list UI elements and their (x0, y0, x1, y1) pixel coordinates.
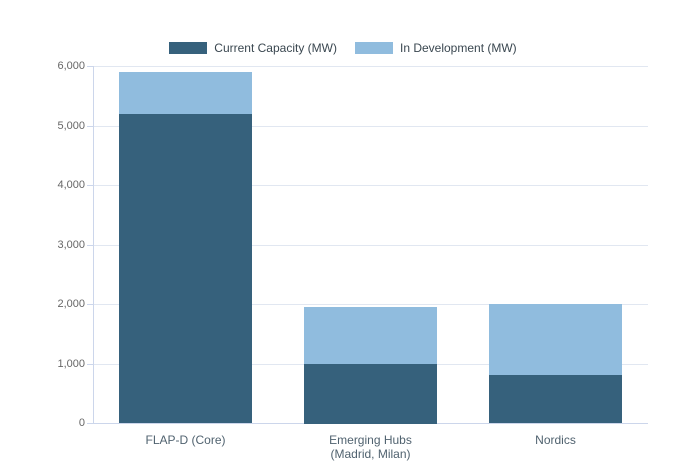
legend-label: In Development (MW) (399, 41, 517, 55)
legend-label: Current Capacity (MW) (214, 41, 337, 55)
gridline (93, 185, 648, 186)
bar-segment-in-development[interactable] (119, 72, 252, 114)
y-tick-label: 2,000 (57, 298, 85, 310)
gridline (93, 66, 648, 67)
legend-item[interactable]: Current Capacity (MW) (169, 41, 337, 55)
y-tick-mark (87, 245, 93, 246)
y-tick-mark (87, 126, 93, 127)
y-tick-label: 3,000 (57, 238, 85, 251)
y-axis-line (93, 66, 94, 423)
y-tick-label: 0 (78, 417, 85, 429)
legend-item[interactable]: In Development (MW) (354, 41, 517, 55)
bar-segment-current-capacity[interactable] (119, 114, 252, 423)
y-tick-mark (87, 364, 93, 365)
bar-segment-in-development[interactable] (304, 307, 437, 364)
y-tick-label: 5,000 (57, 119, 85, 132)
y-tick-mark (87, 423, 93, 424)
x-category-label: Emerging Hubs (Madrid, Milan) (329, 433, 412, 461)
gridline (93, 245, 648, 246)
y-tick-mark (87, 304, 93, 305)
y-tick-label: 1,000 (57, 357, 85, 370)
bar-segment-in-development[interactable] (489, 304, 622, 375)
y-tick-label: 4,000 (57, 179, 85, 191)
gridline (93, 304, 648, 305)
legend: Current Capacity (MW) In Development (MW) (0, 39, 686, 57)
x-category-label: Nordics (535, 433, 576, 447)
legend-swatch-icon (169, 42, 208, 54)
bar-segment-current-capacity[interactable] (304, 364, 437, 424)
bar-segment-current-capacity[interactable] (489, 375, 622, 423)
y-tick-label: 6,000 (57, 60, 85, 72)
legend-swatch-icon (354, 42, 393, 54)
y-tick-mark (87, 185, 93, 186)
gridline (93, 126, 648, 127)
x-category-label: FLAP-D (Core) (145, 433, 226, 447)
y-tick-mark (87, 66, 93, 67)
